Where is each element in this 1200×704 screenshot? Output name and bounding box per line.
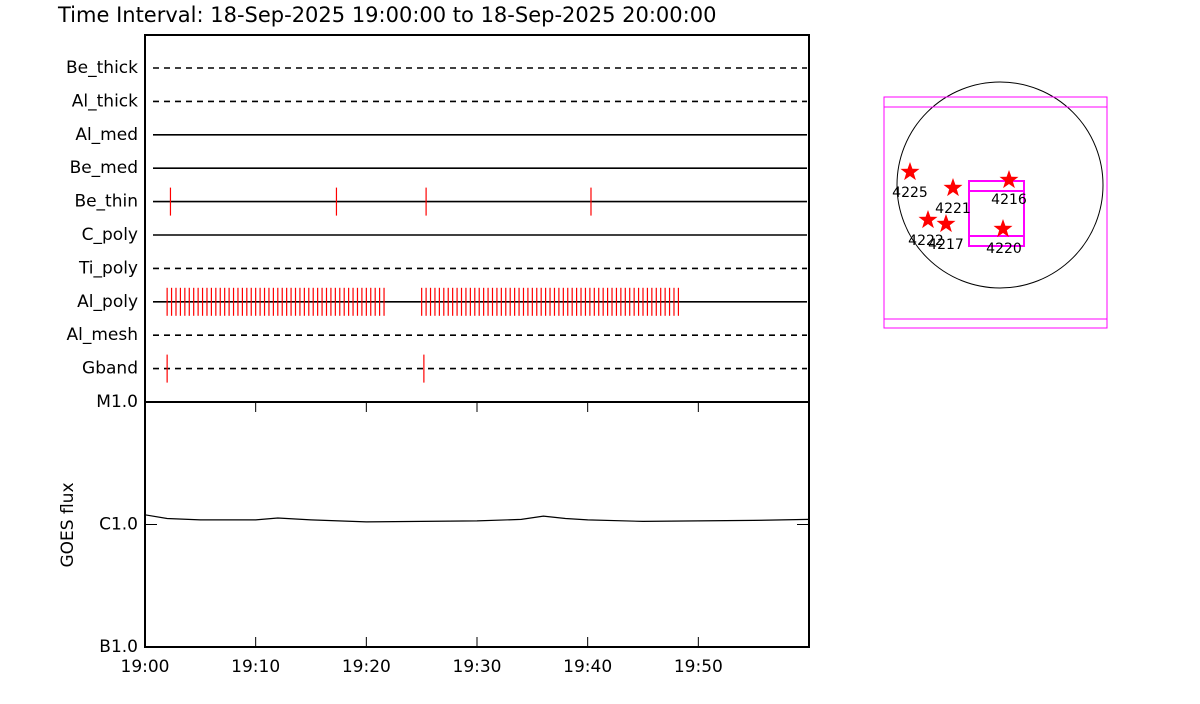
filter-label: Be_thin: [74, 192, 138, 212]
x-tick-label: 19:10: [231, 657, 280, 677]
y-tick-label: B1.0: [99, 637, 138, 657]
x-tick-label: 19:40: [563, 657, 612, 677]
region-label: 4216: [991, 192, 1027, 208]
x-tick-label: 19:30: [453, 657, 502, 677]
region-label: 4222: [908, 233, 944, 249]
filter-label: Ti_poly: [78, 258, 138, 278]
y-tick-label: M1.0: [96, 392, 138, 412]
filter-label: Be_med: [70, 158, 138, 178]
event-panel: [144, 34, 810, 403]
y-tick-label: C1.0: [99, 515, 138, 535]
x-tick-label: 19:20: [342, 657, 391, 677]
region-star: [993, 219, 1013, 238]
x-tick-label: 19:50: [674, 657, 723, 677]
filter-label: C_poly: [82, 225, 138, 245]
x-tick-label: 19:00: [121, 657, 170, 677]
region-label: 4221: [935, 201, 971, 217]
chart-title: Time Interval: 18-Sep-2025 19:00:00 to 1…: [57, 3, 716, 27]
filter-label: Al_poly: [77, 292, 138, 312]
region-star: [999, 170, 1019, 189]
region-label: 4225: [892, 185, 928, 201]
filter-label: Al_mesh: [66, 325, 138, 345]
filter-label: Be_thick: [66, 58, 138, 78]
filter-label: Gband: [82, 359, 138, 379]
region-star: [900, 162, 920, 181]
region-label: 4217: [928, 237, 964, 253]
region-star: [943, 178, 963, 197]
filter-label: Al_thick: [72, 91, 138, 111]
fov-box: [968, 180, 1025, 247]
filter-label: Al_med: [75, 125, 138, 145]
flux-panel: [144, 401, 810, 648]
sun-map: [883, 81, 1108, 329]
flux-line: [144, 514, 810, 523]
region-label: 4220: [986, 241, 1022, 257]
fov-box: [883, 96, 1108, 329]
solar-disk: [896, 81, 1104, 289]
y-axis-label: GOES flux: [58, 482, 78, 567]
